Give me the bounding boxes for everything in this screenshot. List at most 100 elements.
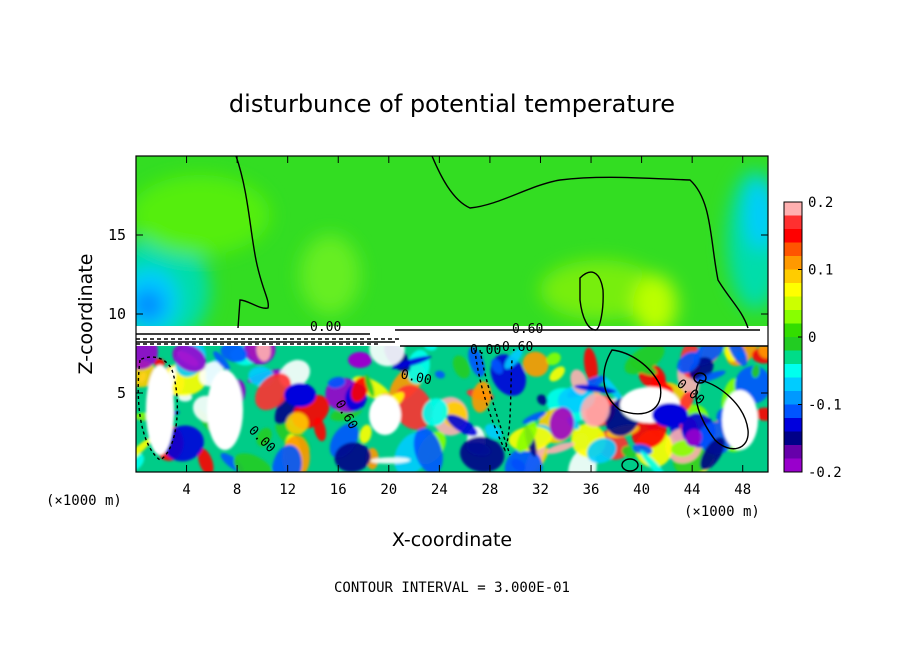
colorbar-label: -0.1 — [808, 398, 842, 414]
turbulence-blob — [452, 355, 470, 379]
x-tick-label: 28 — [481, 482, 498, 498]
colorbar-swatch — [784, 418, 802, 432]
colorbar-swatch — [784, 404, 802, 419]
turbulence-blob — [256, 427, 272, 447]
x-tick-label: 4 — [182, 482, 190, 498]
x-tick-label: 44 — [684, 482, 701, 498]
turbulence-blob — [695, 370, 726, 383]
colorbar-label: 0 — [808, 330, 816, 346]
colorbar-label: 0.1 — [808, 263, 833, 279]
turbulence-blob — [256, 346, 271, 362]
vortex-core — [369, 395, 401, 435]
colorbar-swatch — [784, 283, 802, 297]
turbulence-blob — [522, 351, 549, 377]
x-axis: 4 8 12 16 20 24 28 32 36 40 44 48 — [182, 156, 751, 498]
turbulence-blob — [700, 437, 725, 471]
turbulence-blob — [632, 443, 653, 455]
chart-title: disturbunce of potential temperature — [229, 90, 675, 118]
vortex-core — [146, 365, 174, 455]
turbulence-blob — [586, 438, 617, 464]
contour-label: 0.00 — [470, 343, 501, 358]
turbulence-blob — [364, 374, 375, 397]
vortex-core — [722, 390, 758, 450]
turbulence-blob — [233, 453, 274, 472]
turbulent-layer — [136, 346, 768, 472]
x-tick-label: 20 — [380, 482, 397, 498]
vortex-core — [348, 352, 372, 368]
y-tick-label: 15 — [108, 226, 126, 244]
vortex-core — [284, 383, 316, 407]
y-tick-label: 10 — [108, 305, 126, 323]
turbulence-blob — [359, 424, 372, 444]
colorbar-swatch — [784, 431, 802, 446]
turbulence-blob — [350, 376, 369, 403]
turbulence-blob — [422, 398, 449, 427]
y-tick-label: 5 — [117, 384, 126, 402]
turbulence-blob — [153, 358, 165, 368]
turbulence-blob — [446, 414, 478, 437]
contour-label: 0.00 — [399, 367, 433, 388]
turbulence-blob — [754, 407, 768, 421]
y-axis-label: Z-coordinate — [75, 254, 97, 375]
colorbar-swatch — [784, 215, 802, 230]
colorbar-swatch — [784, 242, 802, 257]
turbulence-blob — [537, 394, 548, 406]
upper-field-blobs — [136, 170, 768, 345]
turbulence-blob — [391, 355, 432, 369]
colorbar-swatch — [784, 269, 802, 284]
turbulence-blob — [197, 448, 214, 472]
turbulence-blob — [546, 352, 561, 366]
turbulence-blob — [369, 346, 405, 367]
turbulence-blob — [413, 427, 443, 472]
turbulence-blob — [468, 346, 485, 377]
colorbar-label: -0.2 — [808, 465, 842, 481]
turbulence-blob — [459, 436, 505, 472]
colorbar-swatch — [784, 364, 802, 378]
turbulence-blob — [172, 346, 207, 373]
turbulence-blob — [163, 425, 204, 462]
turbulence-blob — [630, 359, 657, 376]
turbulence-blob — [434, 370, 445, 379]
turbulence-blob — [751, 365, 760, 378]
turbulence-blob — [334, 442, 371, 472]
colorbar-swatch — [784, 377, 802, 392]
contour-interval-note: CONTOUR INTERVAL = 3.000E-01 — [334, 580, 570, 596]
x-tick-label: 40 — [633, 482, 650, 498]
turbulence-blob — [484, 423, 502, 440]
turbulence-blob — [491, 358, 503, 374]
turbulence-blob — [220, 346, 248, 363]
turbulence-blob — [522, 411, 546, 424]
x-tick-label: 16 — [330, 482, 347, 498]
turbulence-blob — [213, 351, 230, 371]
colorbar-swatch — [784, 391, 802, 405]
turbulence-blob — [285, 412, 309, 435]
turbulence-blob — [580, 393, 610, 427]
colorbar-swatch — [784, 337, 802, 351]
x-axis-label: X-coordinate — [392, 529, 512, 551]
vortex-core — [207, 370, 243, 450]
x-tick-label: 12 — [279, 482, 296, 498]
colorbar-swatch — [784, 310, 802, 324]
colorbar-swatch — [784, 350, 802, 365]
y-unit-label: (×1000 m) — [684, 504, 760, 520]
turbulence-blob — [640, 450, 670, 472]
colorbar-swatch — [784, 445, 802, 459]
colorbar-swatch — [784, 458, 802, 473]
turbulence-blob — [516, 421, 538, 453]
x-tick-label: 36 — [583, 482, 600, 498]
colorbar: 0.2 0.1 0 -0.1 -0.2 — [783, 195, 842, 481]
colorbar-swatch — [784, 323, 802, 338]
x-tick-label: 48 — [734, 482, 751, 498]
turbulence-blob — [272, 444, 302, 472]
colorbar-swatch — [784, 256, 802, 270]
turbulence-blob — [327, 376, 346, 389]
x-tick-label: 8 — [233, 482, 241, 498]
plot-area: 0.00 0.60 0.60 0.00 0.00 0.60 0.00 0.00 — [136, 156, 768, 472]
colorbar-swatch — [784, 296, 802, 311]
turbulence-blob — [549, 366, 565, 382]
colorbar-swatch — [784, 202, 802, 216]
turbulence-blob — [504, 348, 523, 369]
x-unit-label: (×1000 m) — [46, 493, 122, 509]
turbulence-blob — [136, 436, 154, 466]
y-axis: 5 10 15 — [108, 226, 768, 402]
